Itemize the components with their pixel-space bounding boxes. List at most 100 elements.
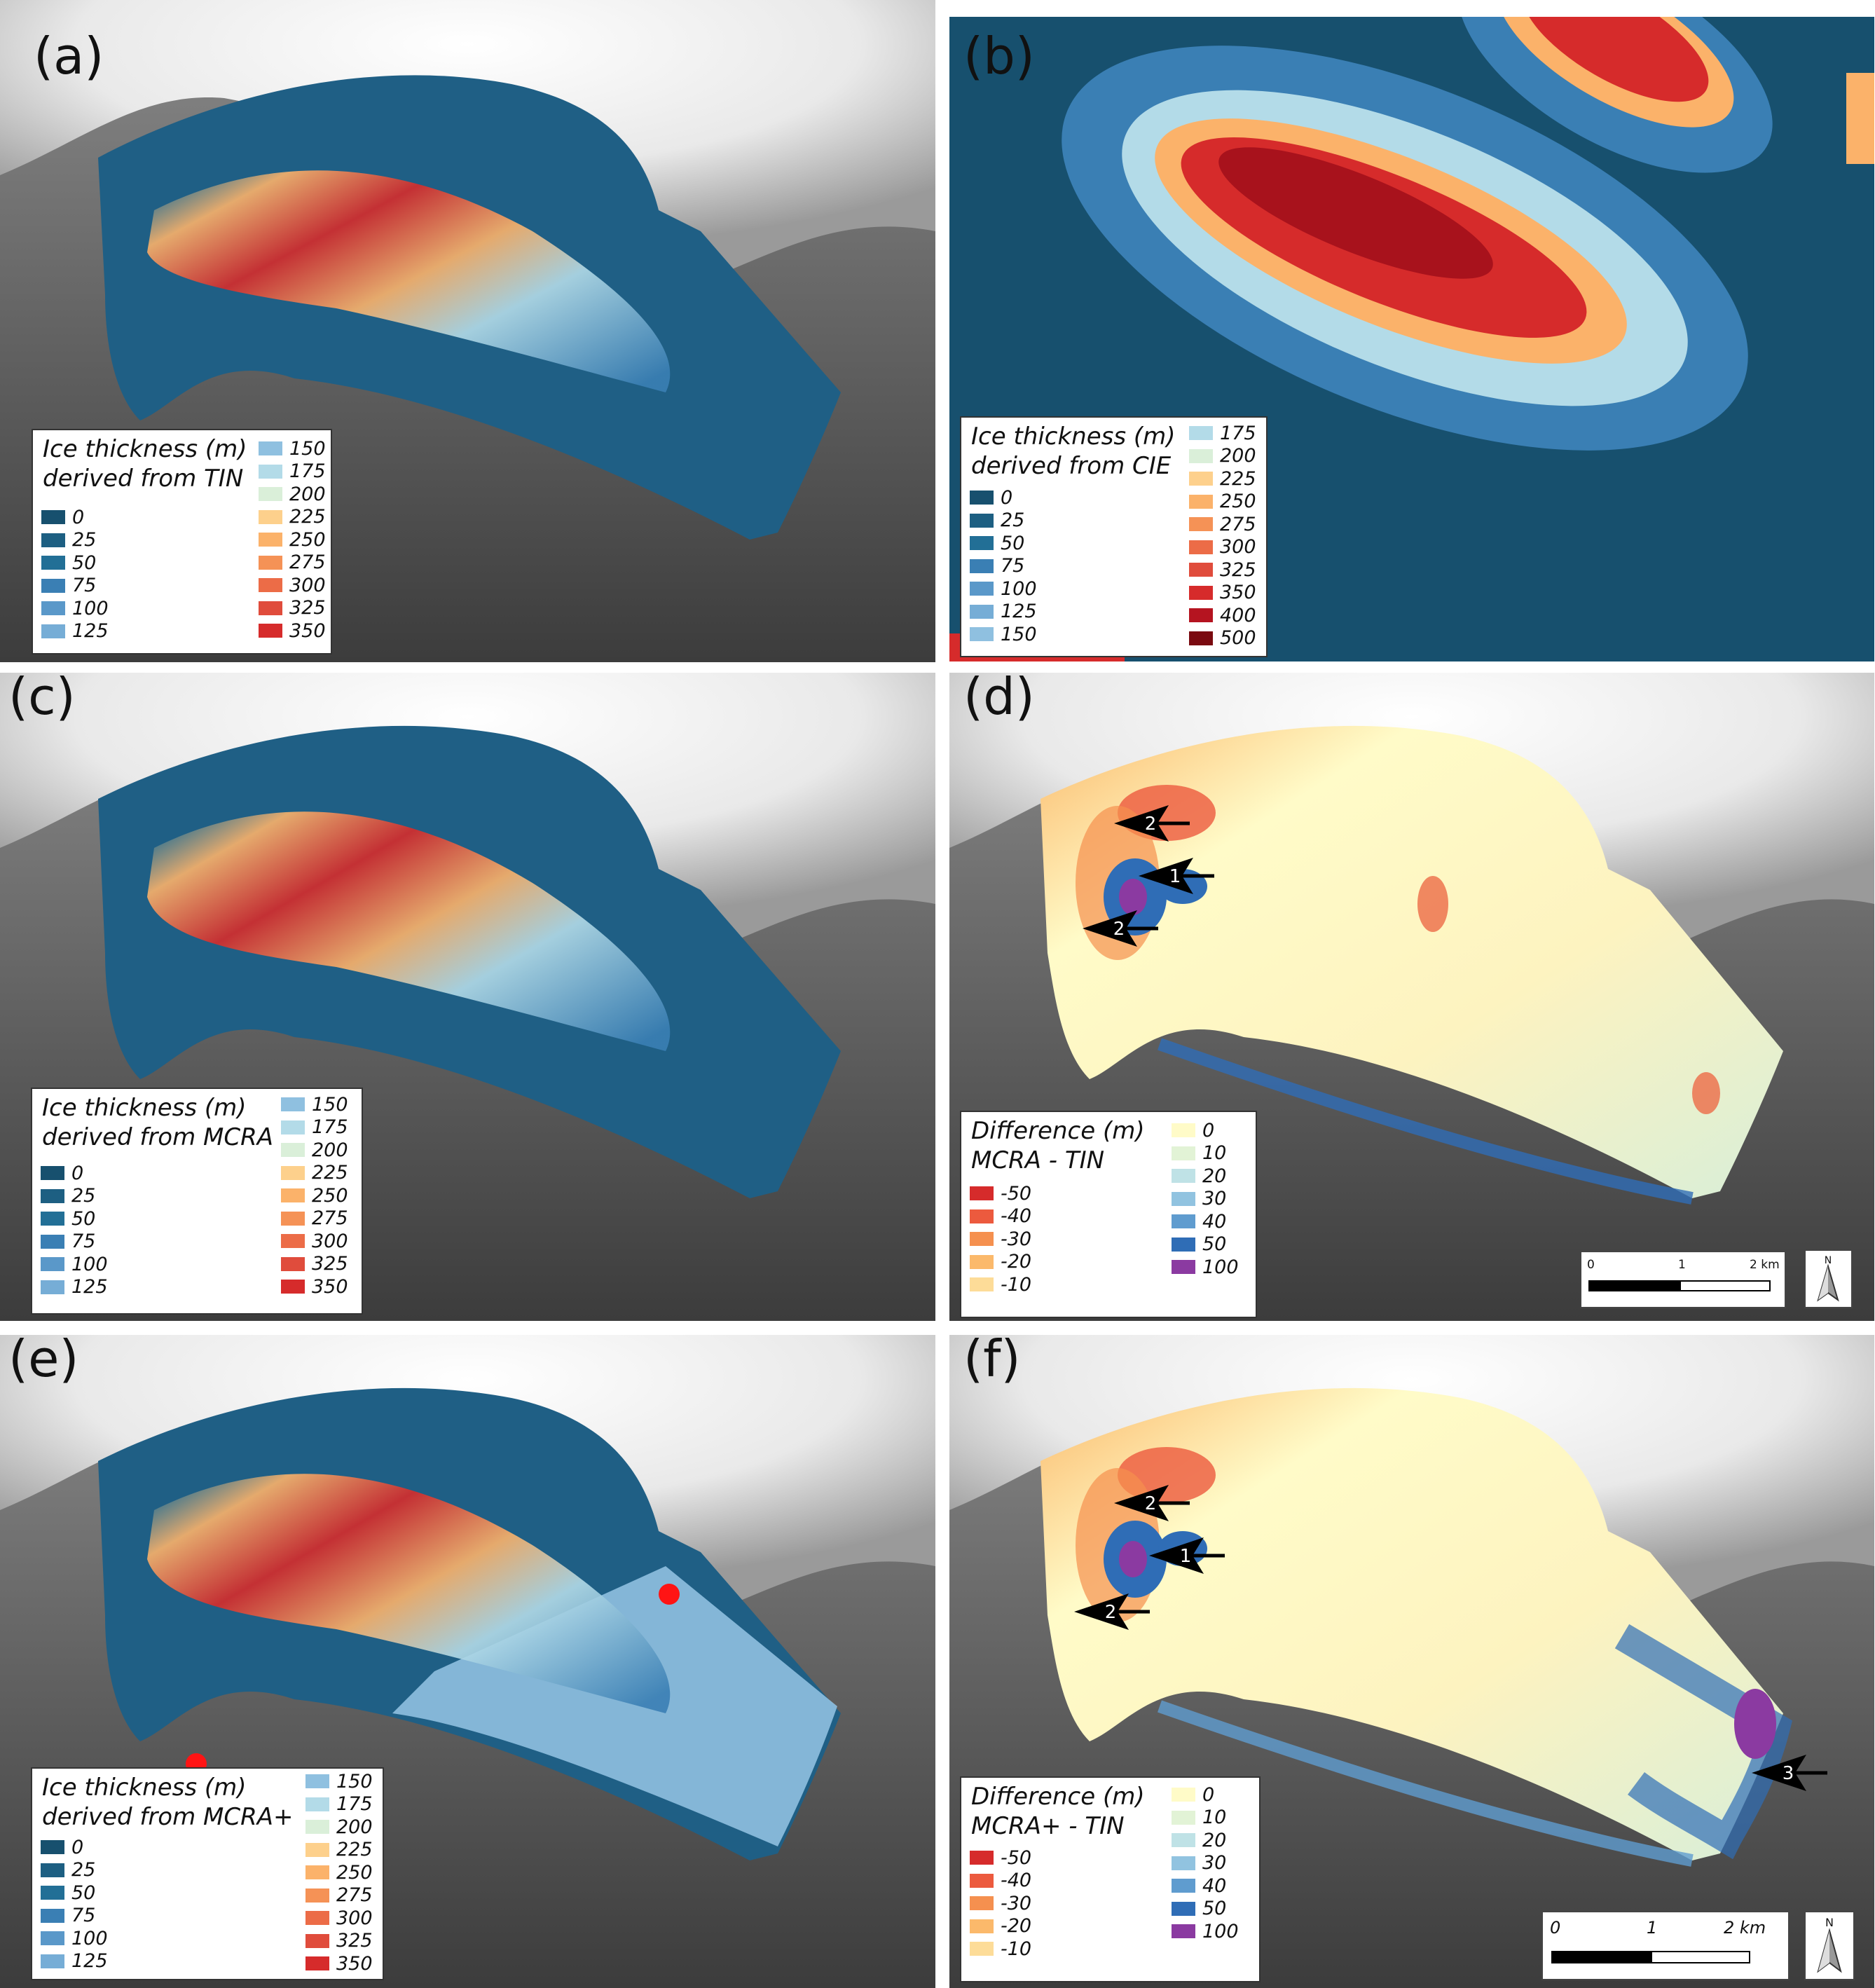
legend-label: 250 [336,1861,373,1884]
legend-label: 200 [336,1816,373,1838]
legend-swatch [305,1888,329,1903]
legend-label: 100 [71,1253,108,1275]
legend-swatch [970,1277,994,1292]
legend-item: 100 [41,597,109,620]
legend-item: 175 [305,1793,373,1816]
panel-label-c: (c) [8,673,76,726]
legend-item: 150 [970,623,1037,646]
legend-swatch [41,533,65,547]
legend-swatch [259,509,282,524]
callout-arrow: 2 [1074,1593,1150,1630]
legend-swatch [1189,426,1213,441]
legend-title-a-line1: Ice thickness (m) [43,435,247,463]
legend-item: 275 [305,1884,373,1907]
legend-title-f-line2: MCRA+ - TIN [971,1812,1125,1840]
legend-swatch [41,1257,64,1272]
legend-swatch [970,558,994,573]
scale-tick-0: 0 [1587,1258,1595,1272]
legend-label: 150 [312,1093,348,1116]
legend-title-e-line2: derived from MCRA+ [42,1803,294,1831]
legend-label: 20 [1202,1829,1227,1851]
legend-item: 0 [41,506,109,529]
legend-label: 500 [1220,627,1256,650]
callout-label: 2 [1105,1602,1117,1623]
legend-label: 100 [1001,577,1037,600]
legend-swatch [970,1186,994,1201]
legend-swatch [259,601,282,615]
legend-swatch [281,1120,305,1134]
legend-swatch [259,464,282,479]
scale-bar-black [1588,1280,1680,1291]
legend-item: 400 [1189,604,1256,627]
legend-label: 100 [1202,1920,1239,1942]
legend-item: 25 [970,509,1037,533]
legend-item: 40 [1172,1874,1239,1898]
legend-label: 75 [71,1905,96,1927]
legend-label: 50 [71,1881,96,1904]
scale-tick-2: 2 km [1724,1918,1766,1938]
legend-swatch [970,627,994,642]
legend-label: 10 [1202,1807,1227,1829]
callout-label: 1 [1180,1546,1192,1567]
legend-label: 125 [71,1950,108,1973]
legend-item: 175 [259,460,326,484]
scale-tick-1: 1 [1678,1258,1686,1272]
legend-item: 125 [970,601,1037,624]
legend-swatch [1189,540,1213,554]
legend-label: 200 [1220,445,1256,467]
legend-swatch [1189,448,1213,463]
legend-title-a-line2: derived from TIN [43,465,244,493]
callout-label: 2 [1145,1493,1157,1514]
legend-item: 300 [281,1230,348,1253]
legend-swatch [259,578,282,593]
legend-title-e-line1: Ice thickness (m) [42,1774,247,1802]
legend-item: 30 [1172,1188,1239,1211]
legend-item: 0 [41,1162,108,1185]
legend-swatch [41,1931,64,1946]
legend-label: 250 [289,528,326,551]
legend-label: 300 [336,1907,373,1929]
legend-item: 200 [305,1816,373,1839]
scale-bar-white [1651,1951,1750,1963]
legend-item: 100 [41,1927,108,1950]
legend-swatch [970,604,994,619]
legend-item: 0 [41,1836,108,1859]
legend-label: 250 [1220,491,1256,513]
legend-swatch [1172,1123,1195,1138]
legend-item: 50 [970,532,1037,555]
legend-label: 0 [1001,486,1013,509]
legend-swatch [1172,1901,1195,1916]
legend-swatch [1172,1856,1195,1870]
legend-label: 225 [1220,467,1256,490]
legend-item: 30 [1172,1852,1239,1875]
legend-swatch [305,1820,329,1835]
legend-swatch [259,624,282,638]
legend-swatch [281,1097,305,1112]
legend-swatch [970,536,994,551]
legend-item: -10 [970,1938,1031,1961]
panel-b: (b) Ice thickness (m) derived from CIE 0… [949,17,1874,661]
legend-item: 25 [41,1185,108,1208]
legend-a: Ice thickness (m) derived from TIN 0 25 50… [32,429,332,654]
legend-label: 75 [72,575,97,597]
legend-swatch [1189,631,1213,645]
legend-label: 0 [72,506,85,528]
legend-swatch [41,1234,64,1249]
legend-swatch [41,1188,64,1203]
legend-label: 175 [1220,422,1256,444]
legend-swatch [1189,517,1213,532]
legend-item: 40 [1172,1210,1239,1233]
legend-label: 325 [1220,558,1256,581]
legend-label: 25 [1001,509,1025,532]
legend-swatch [281,1211,305,1226]
legend-swatch [305,1933,329,1948]
map-f [949,1335,1874,1988]
map-b [949,17,1874,661]
legend-swatch [41,624,65,638]
panel-a: (a) Ice thickness (m) derived from TIN 0… [0,0,935,662]
legend-swatch [970,582,994,596]
legend-label: 125 [71,1276,108,1298]
legend-label: 350 [336,1952,373,1975]
legend-item: 325 [1189,558,1256,582]
